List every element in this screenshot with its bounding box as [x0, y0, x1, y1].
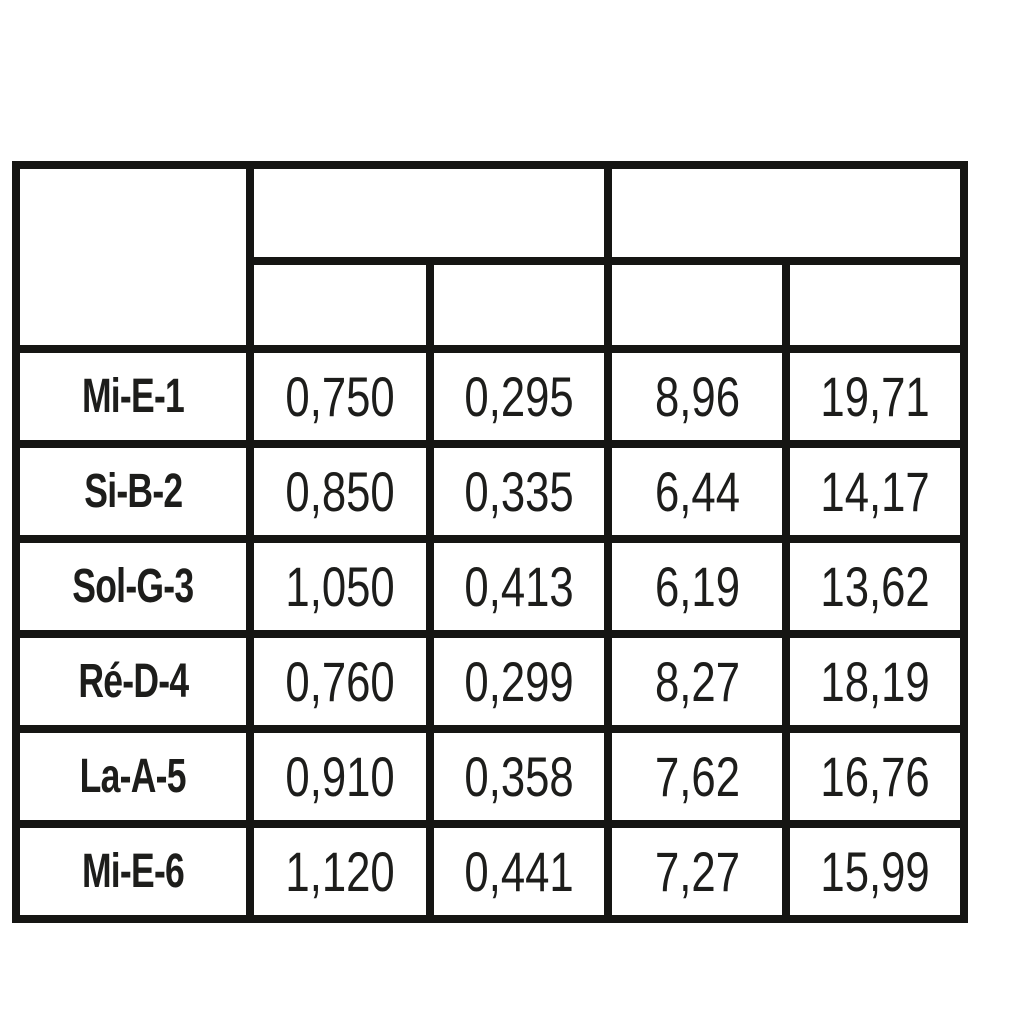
cell-kg: 7,27	[604, 820, 790, 923]
cell-value: 0,413	[464, 555, 574, 618]
cell-kg: 6,19	[604, 535, 790, 638]
table-row: Mi-E-6 1,120 0,441 7,27 15,99	[12, 820, 968, 923]
cell-value: 0,760	[285, 650, 395, 713]
cell-kg: 7,62	[604, 725, 790, 828]
cell-value: 19,71	[820, 365, 930, 428]
row-label-cell: Mi-E-1	[12, 345, 254, 448]
header-group-tension-label: Tension	[724, 187, 849, 239]
row-label-cell: Sol-G-3	[12, 535, 254, 638]
cell-inches: 0,413	[426, 535, 612, 638]
header-group-diametre: Diamètre	[246, 161, 612, 265]
table-row: Ré-D-4 0,760 0,299 8,27 18,19	[12, 630, 968, 733]
cell-inches: 0,335	[426, 440, 612, 543]
cell-lbs: 13,62	[782, 535, 968, 638]
row-label: La-A-5	[79, 750, 187, 803]
row-label: Sol-G-3	[72, 560, 194, 613]
row-label: Si-B-2	[83, 465, 183, 518]
cell-lbs: 15,99	[782, 820, 968, 923]
header-group-tension: Tension	[604, 161, 968, 265]
cell-value: 0,335	[464, 460, 574, 523]
header-col-kg-label: Kg	[675, 279, 720, 331]
cell-value: 14,17	[820, 460, 930, 523]
cell-value: 8,96	[654, 365, 740, 428]
cell-value: 0,295	[464, 365, 574, 428]
cell-value: 0,299	[464, 650, 574, 713]
empty-corner-cell	[12, 161, 254, 353]
cell-value: 0,441	[464, 840, 574, 903]
cell-value: 6,44	[654, 460, 740, 523]
header-col-lbs-label: lbs	[851, 279, 900, 331]
cell-kg: 8,27	[604, 630, 790, 733]
cell-mm: 0,760	[246, 630, 434, 733]
cell-value: 8,27	[654, 650, 740, 713]
cell-value: 1,120	[285, 840, 395, 903]
cell-lbs: 14,17	[782, 440, 968, 543]
cell-value: 16,76	[820, 745, 930, 808]
cell-value: 6,19	[654, 555, 740, 618]
cell-lbs: 18,19	[782, 630, 968, 733]
row-label: Mi-E-1	[81, 370, 185, 423]
cell-lbs: 16,76	[782, 725, 968, 828]
row-label-cell: Si-B-2	[12, 440, 254, 543]
string-spec-table: Diamètre Tension mm inches Kg lbs Mi-E-1…	[12, 161, 968, 923]
cell-mm: 0,850	[246, 440, 434, 543]
cell-value: 15,99	[820, 840, 930, 903]
cell-value: 0,910	[285, 745, 395, 808]
cell-value: 18,19	[820, 650, 930, 713]
cell-mm: 0,750	[246, 345, 434, 448]
cell-mm: 0,910	[246, 725, 434, 828]
cell-inches: 0,295	[426, 345, 612, 448]
header-col-inches: inches	[426, 257, 612, 353]
cell-value: 7,27	[654, 840, 740, 903]
cell-value: 0,850	[285, 460, 395, 523]
cell-value: 0,358	[464, 745, 574, 808]
cell-value: 0,750	[285, 365, 395, 428]
header-col-mm-label: mm	[310, 279, 370, 331]
cell-inches: 0,358	[426, 725, 612, 828]
table-row: Si-B-2 0,850 0,335 6,44 14,17	[12, 440, 968, 543]
cell-inches: 0,441	[426, 820, 612, 923]
header-col-mm: mm	[246, 257, 434, 353]
table-row: La-A-5 0,910 0,358 7,62 16,76	[12, 725, 968, 828]
cell-mm: 1,050	[246, 535, 434, 638]
row-label: Mi-E-6	[81, 845, 185, 898]
row-label: Ré-D-4	[77, 655, 189, 708]
row-label-cell: La-A-5	[12, 725, 254, 828]
cell-kg: 8,96	[604, 345, 790, 448]
cell-lbs: 19,71	[782, 345, 968, 448]
cell-value: 1,050	[285, 555, 395, 618]
cell-mm: 1,120	[246, 820, 434, 923]
header-group-diametre-label: Diamètre	[359, 187, 500, 239]
header-col-kg: Kg	[604, 257, 790, 353]
header-col-inches-label: inches	[467, 279, 571, 331]
cell-value: 7,62	[654, 745, 740, 808]
row-label-cell: Mi-E-6	[12, 820, 254, 923]
table-row: Mi-E-1 0,750 0,295 8,96 19,71	[12, 345, 968, 448]
cell-value: 13,62	[820, 555, 930, 618]
header-col-lbs: lbs	[782, 257, 968, 353]
cell-kg: 6,44	[604, 440, 790, 543]
row-label-cell: Ré-D-4	[12, 630, 254, 733]
table-row: Sol-G-3 1,050 0,413 6,19 13,62	[12, 535, 968, 638]
cell-inches: 0,299	[426, 630, 612, 733]
